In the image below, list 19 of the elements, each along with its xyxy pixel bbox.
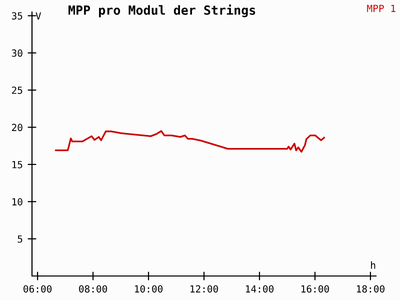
y-axis-title: V — [36, 12, 42, 20]
x-tick-label: 18:00 — [356, 285, 384, 293]
x-tick-label: 14:00 — [246, 285, 274, 293]
y-tick-label: 25 — [12, 86, 22, 94]
x-tick-label: 16:00 — [302, 285, 329, 293]
x-tick-label: 06:00 — [24, 285, 52, 293]
x-tick-label: 08:00 — [79, 285, 108, 293]
chart-title: MPP pro Modul der Strings — [68, 4, 256, 18]
y-tick-label: 20 — [12, 124, 22, 132]
y-tick-label: 35 — [12, 12, 22, 20]
y-tick-label: 30 — [12, 49, 22, 57]
x-axis-title: h — [371, 261, 376, 269]
text: MPP 1 — [367, 4, 396, 12]
x-tick-label: 12:00 — [190, 285, 218, 293]
x-tick-label: 10:00 — [135, 285, 163, 293]
y-tick-label: 10 — [12, 198, 22, 206]
y-tick-label: 5 — [18, 235, 22, 243]
line-series — [55, 130, 325, 153]
y-tick-label: 15 — [12, 161, 22, 168]
